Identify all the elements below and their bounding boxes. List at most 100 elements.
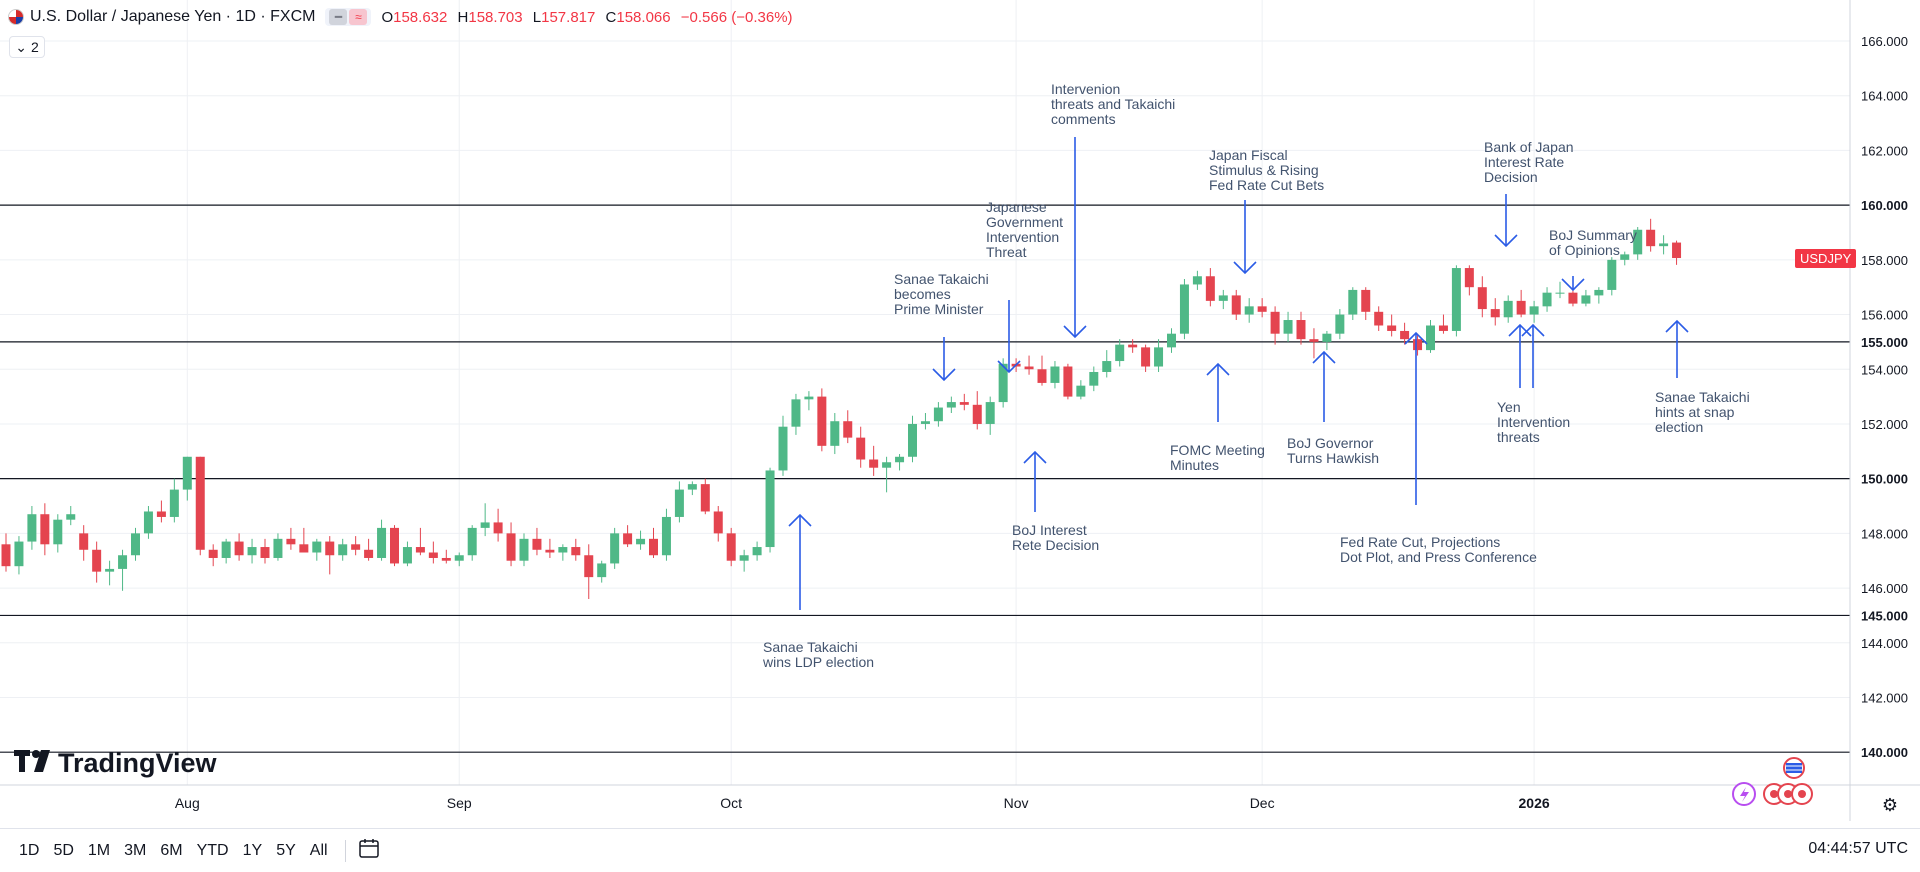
candle[interactable] (584, 544, 594, 600)
candle[interactable] (1257, 298, 1267, 318)
timeframe-ytd[interactable]: YTD (196, 841, 229, 859)
candle[interactable] (1231, 289, 1241, 321)
timeframe-1y[interactable]: 1Y (242, 841, 263, 859)
candle[interactable] (1063, 363, 1073, 400)
candle[interactable] (53, 514, 63, 553)
candle[interactable] (221, 538, 231, 564)
candle[interactable] (105, 560, 115, 586)
candle[interactable] (895, 454, 905, 471)
annotation-arrow[interactable] (1508, 323, 1545, 388)
candle[interactable] (351, 536, 361, 556)
candle[interactable] (1555, 281, 1565, 299)
candle[interactable] (1426, 320, 1435, 353)
chart-badges[interactable] (1726, 756, 1826, 811)
candle[interactable] (1594, 287, 1604, 304)
candle[interactable] (1141, 344, 1151, 372)
timeframe-5y[interactable]: 5Y (276, 841, 296, 859)
hide-indicator-icon[interactable]: ━ (329, 9, 348, 25)
candle[interactable] (1451, 265, 1461, 337)
candle[interactable] (390, 525, 399, 567)
candle[interactable] (1076, 380, 1086, 400)
candle[interactable] (558, 544, 568, 561)
candle[interactable] (195, 456, 205, 556)
annotation-arrow[interactable] (1665, 319, 1689, 378)
candle[interactable] (545, 538, 555, 558)
candle[interactable] (1581, 289, 1591, 307)
candle[interactable] (571, 538, 581, 561)
annotation-arrow[interactable] (932, 337, 956, 382)
annotation-arrow[interactable] (1312, 350, 1336, 422)
candle[interactable] (286, 527, 296, 550)
candle[interactable] (260, 538, 270, 564)
candle[interactable] (480, 503, 490, 537)
candle[interactable] (208, 544, 218, 567)
candle[interactable] (156, 500, 166, 523)
candle[interactable] (882, 456, 892, 493)
candle[interactable] (1607, 257, 1617, 296)
candle[interactable] (519, 533, 529, 567)
candle[interactable] (1387, 314, 1397, 337)
candle[interactable] (636, 530, 646, 550)
candle[interactable] (1659, 235, 1669, 255)
candle[interactable] (1438, 314, 1448, 334)
candle[interactable] (687, 481, 697, 496)
candle[interactable] (312, 538, 322, 561)
candle[interactable] (1620, 251, 1630, 266)
candle[interactable] (1205, 268, 1215, 307)
candle[interactable] (726, 527, 736, 567)
candle[interactable] (92, 541, 102, 583)
candle[interactable] (920, 413, 930, 430)
candle[interactable] (1400, 322, 1410, 345)
candle[interactable] (1490, 298, 1500, 326)
annotation-arrow[interactable] (1561, 276, 1585, 292)
candle[interactable] (299, 527, 309, 553)
candle[interactable] (467, 525, 477, 561)
candle[interactable] (972, 391, 982, 430)
symbol-title[interactable]: U.S. Dollar / Japanese Yen · 1D · FXCM (30, 8, 316, 25)
candle[interactable] (415, 527, 425, 556)
candle[interactable] (713, 506, 723, 542)
lightning-event-icon[interactable] (1732, 782, 1756, 806)
candle[interactable] (493, 508, 503, 542)
timeframe-1d[interactable]: 1D (19, 841, 40, 859)
candle[interactable] (14, 536, 24, 575)
candle[interactable] (131, 527, 140, 561)
candle[interactable] (765, 467, 775, 553)
candle[interactable] (118, 549, 128, 591)
candle[interactable] (946, 396, 956, 414)
candle[interactable] (377, 519, 387, 561)
candle[interactable] (700, 478, 710, 515)
candle[interactable] (66, 506, 76, 526)
candle[interactable] (1115, 339, 1125, 367)
candle[interactable] (1503, 295, 1513, 323)
timeframe-all[interactable]: All (309, 841, 328, 859)
candle[interactable] (40, 503, 50, 556)
annotation-arrow[interactable] (997, 300, 1021, 374)
annotation-arrow[interactable] (1206, 362, 1230, 422)
candle[interactable] (1633, 227, 1643, 260)
candle[interactable] (1361, 287, 1371, 321)
candle[interactable] (1179, 278, 1189, 340)
candle[interactable] (1, 533, 11, 572)
candle[interactable] (1102, 350, 1112, 378)
candle[interactable] (79, 525, 89, 561)
candle[interactable] (1516, 289, 1526, 318)
candle[interactable] (1270, 306, 1280, 345)
candle[interactable] (661, 508, 671, 561)
utc-clock[interactable]: 04:44:57 UTC (1808, 840, 1908, 857)
candle[interactable] (674, 481, 684, 523)
us-flag-event-icon[interactable] (1783, 757, 1805, 779)
candle[interactable] (778, 415, 788, 476)
candle[interactable] (1296, 311, 1306, 345)
candle[interactable] (933, 402, 943, 427)
candle[interactable] (1244, 298, 1254, 323)
candle[interactable] (1309, 328, 1319, 359)
candle[interactable] (273, 533, 283, 561)
candle[interactable] (739, 549, 749, 572)
candle[interactable] (856, 426, 866, 468)
candle[interactable] (234, 533, 244, 561)
candle[interactable] (1413, 333, 1423, 356)
annotation-arrow[interactable] (1233, 200, 1257, 275)
candle[interactable] (1089, 366, 1099, 392)
